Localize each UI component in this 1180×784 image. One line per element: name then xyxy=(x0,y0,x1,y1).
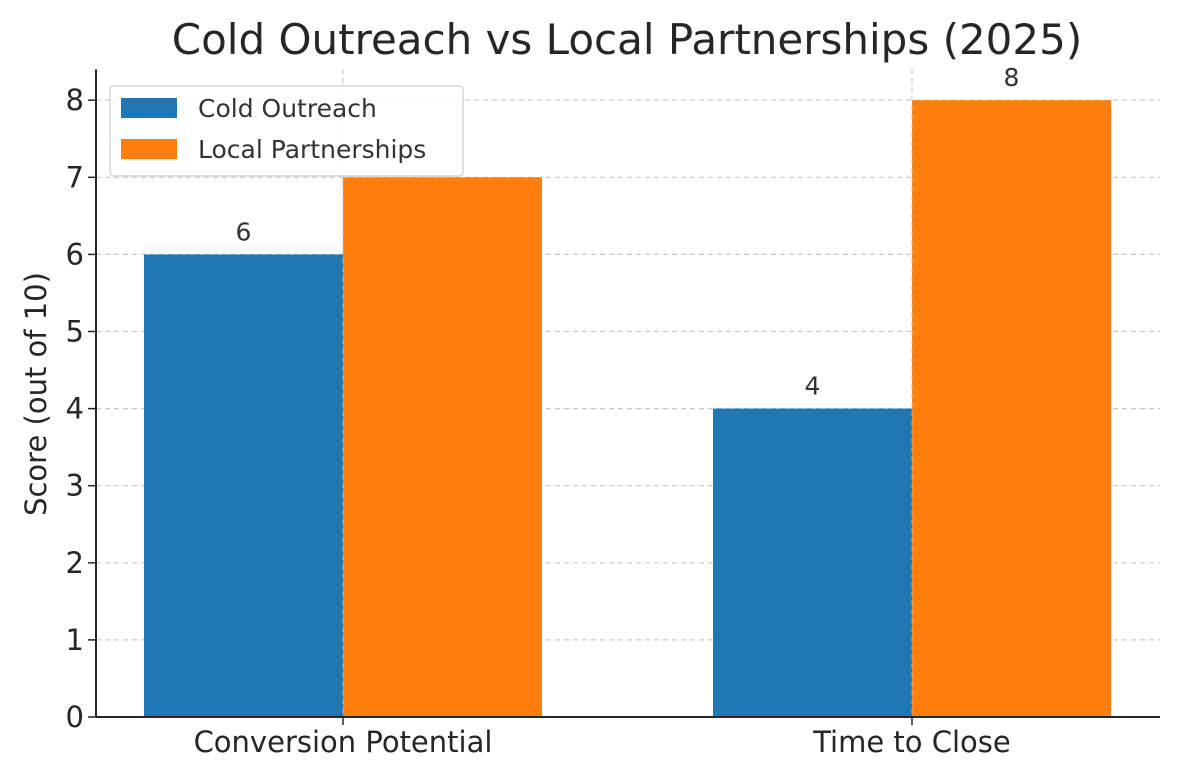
y-tick-label: 8 xyxy=(66,83,84,117)
bar-local-partnerships-0 xyxy=(343,177,542,718)
y-tick-label: 2 xyxy=(66,546,84,580)
y-tick-label: 7 xyxy=(66,160,84,194)
x-tick-label: Conversion Potential xyxy=(194,725,493,759)
legend-swatch xyxy=(121,139,177,159)
y-axis-label: Score (out of 10) xyxy=(19,272,53,516)
axes: 0 1 2 3 4 5 6 7 8 Conversion Potential Time to Clo… xyxy=(66,69,1160,759)
legend-swatch xyxy=(121,98,177,118)
data-label: 4 xyxy=(805,372,821,401)
legend-label: Cold Outreach xyxy=(198,94,377,123)
bar-cold-outreach-0 xyxy=(144,254,343,717)
legend-label: Local Partnerships xyxy=(198,135,426,164)
legend: Cold Outreach Local Partnerships xyxy=(109,85,464,177)
y-tick-label: 3 xyxy=(66,469,84,503)
chart-title: Cold Outreach vs Local Partnerships (202… xyxy=(172,15,1083,64)
y-tick-label: 1 xyxy=(66,623,84,657)
bar-local-partnerships-1 xyxy=(912,100,1111,717)
data-label: 6 xyxy=(236,217,252,246)
legend-box xyxy=(109,85,464,177)
y-tick-label: 5 xyxy=(66,315,84,349)
y-tick-label: 6 xyxy=(66,237,84,271)
y-tick-label: 4 xyxy=(66,392,84,426)
data-label: 8 xyxy=(1004,63,1020,92)
bar-cold-outreach-1 xyxy=(713,408,912,717)
y-tick-label: 0 xyxy=(66,700,84,734)
bars xyxy=(144,100,1111,718)
x-tick-label: Time to Close xyxy=(812,725,1011,759)
data-labels: 6 4 8 xyxy=(236,63,1020,717)
